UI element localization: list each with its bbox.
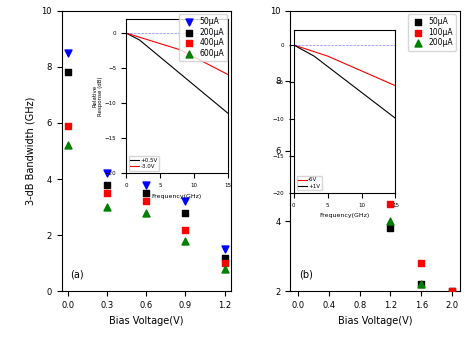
Point bbox=[448, 296, 456, 301]
Point bbox=[182, 238, 189, 244]
Text: (b): (b) bbox=[299, 269, 313, 279]
Point bbox=[418, 282, 425, 287]
Point bbox=[64, 50, 72, 55]
Point bbox=[103, 204, 111, 210]
Point bbox=[221, 260, 228, 266]
Point bbox=[356, 120, 364, 126]
Point bbox=[325, 85, 333, 91]
X-axis label: Bias Voltage(V): Bias Voltage(V) bbox=[109, 316, 183, 326]
Point bbox=[143, 210, 150, 216]
Point bbox=[143, 199, 150, 204]
Point bbox=[143, 182, 150, 187]
Y-axis label: 3-dB Bandwidth (GHz): 3-dB Bandwidth (GHz) bbox=[26, 97, 36, 205]
Legend: 50μA, 200μA, 400μA, 600μA: 50μA, 200μA, 400μA, 600μA bbox=[179, 14, 227, 61]
Legend: 50μA, 100μA, 200μA: 50μA, 100μA, 200μA bbox=[408, 14, 456, 51]
Point bbox=[182, 199, 189, 204]
Point bbox=[387, 225, 394, 231]
Point bbox=[356, 85, 364, 91]
Point bbox=[143, 190, 150, 196]
Point bbox=[294, 60, 302, 66]
Point bbox=[356, 95, 364, 101]
Point bbox=[448, 289, 456, 294]
Point bbox=[64, 143, 72, 148]
Point bbox=[418, 282, 425, 287]
Text: (a): (a) bbox=[70, 269, 84, 279]
Point bbox=[448, 289, 456, 294]
Point bbox=[325, 95, 333, 101]
Point bbox=[182, 210, 189, 216]
Point bbox=[103, 190, 111, 196]
X-axis label: Bias Voltage(V): Bias Voltage(V) bbox=[338, 316, 412, 326]
Point bbox=[64, 69, 72, 75]
Point bbox=[64, 123, 72, 128]
Point bbox=[294, 50, 302, 55]
Point bbox=[103, 171, 111, 176]
Point bbox=[387, 218, 394, 224]
Point bbox=[294, 85, 302, 91]
Point bbox=[221, 246, 228, 252]
Point bbox=[221, 255, 228, 260]
Point bbox=[221, 266, 228, 272]
Point bbox=[418, 260, 425, 266]
Point bbox=[182, 227, 189, 232]
Point bbox=[387, 201, 394, 206]
Point bbox=[325, 71, 333, 77]
Point bbox=[103, 182, 111, 187]
